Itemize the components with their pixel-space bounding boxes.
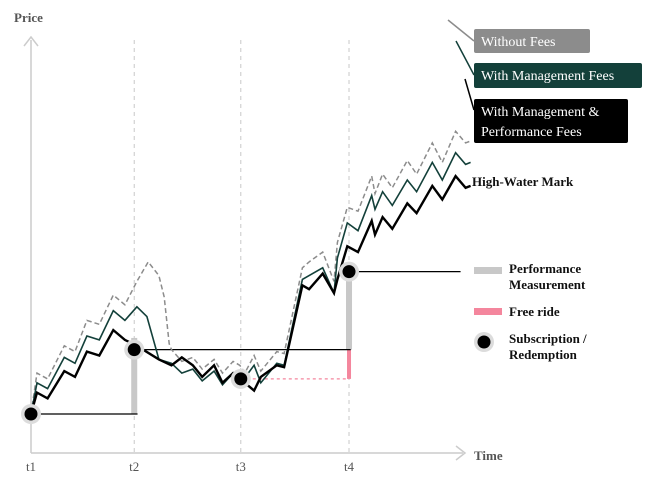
label-with-management-fees-box (474, 63, 642, 88)
label-with-mgmt-perf-fees-text: With Management & (481, 105, 600, 120)
legend-performance-swatch (474, 267, 502, 274)
legend-subscription-marker (477, 335, 491, 349)
x-tick-label: t1 (26, 459, 36, 473)
series-line-3 (29, 174, 472, 415)
legend-performance-label: Measurement (509, 277, 586, 292)
label-with-mgmt-perf-fees-text: Performance Fees (481, 125, 582, 140)
label-without-fees-connector (447, 19, 475, 42)
series-line-1 (30, 129, 471, 415)
x-tick-label: t4 (344, 459, 355, 473)
label-with-management-fees-connector (455, 40, 475, 76)
label-with-management-fees-text: With Management Fees (481, 69, 614, 84)
x-tick-label: t3 (236, 459, 246, 473)
label-without-fees-box (474, 29, 590, 53)
legend-subscription-label: Redemption (509, 347, 578, 362)
label-with-mgmt-perf-fees-box (474, 99, 628, 143)
label-with-mgmt-perf-fees-connector (464, 78, 475, 111)
x-axis-title: Time (474, 448, 503, 463)
legend-performance-label: Performance (509, 261, 581, 276)
event-marker-3 (234, 372, 248, 386)
legend-free-ride-swatch (474, 308, 502, 315)
free-ride-bar (347, 349, 352, 379)
label-without-fees-text: Without Fees (481, 35, 555, 50)
performance-bar-2 (346, 271, 353, 350)
event-marker-1 (24, 407, 38, 421)
event-marker-4 (342, 265, 356, 279)
x-axis-arrow (455, 445, 467, 461)
y-axis-title: Price (14, 10, 43, 25)
high-water-mark-label: High-Water Mark (472, 174, 574, 189)
y-axis-arrow (23, 35, 39, 47)
series-line-2 (30, 151, 471, 415)
legend-subscription-label: Subscription / (509, 331, 587, 346)
event-marker-2 (127, 343, 141, 357)
x-tick-label: t2 (129, 459, 139, 473)
legend-free-ride-label: Free ride (509, 304, 560, 319)
performance-bar-1 (131, 337, 138, 414)
